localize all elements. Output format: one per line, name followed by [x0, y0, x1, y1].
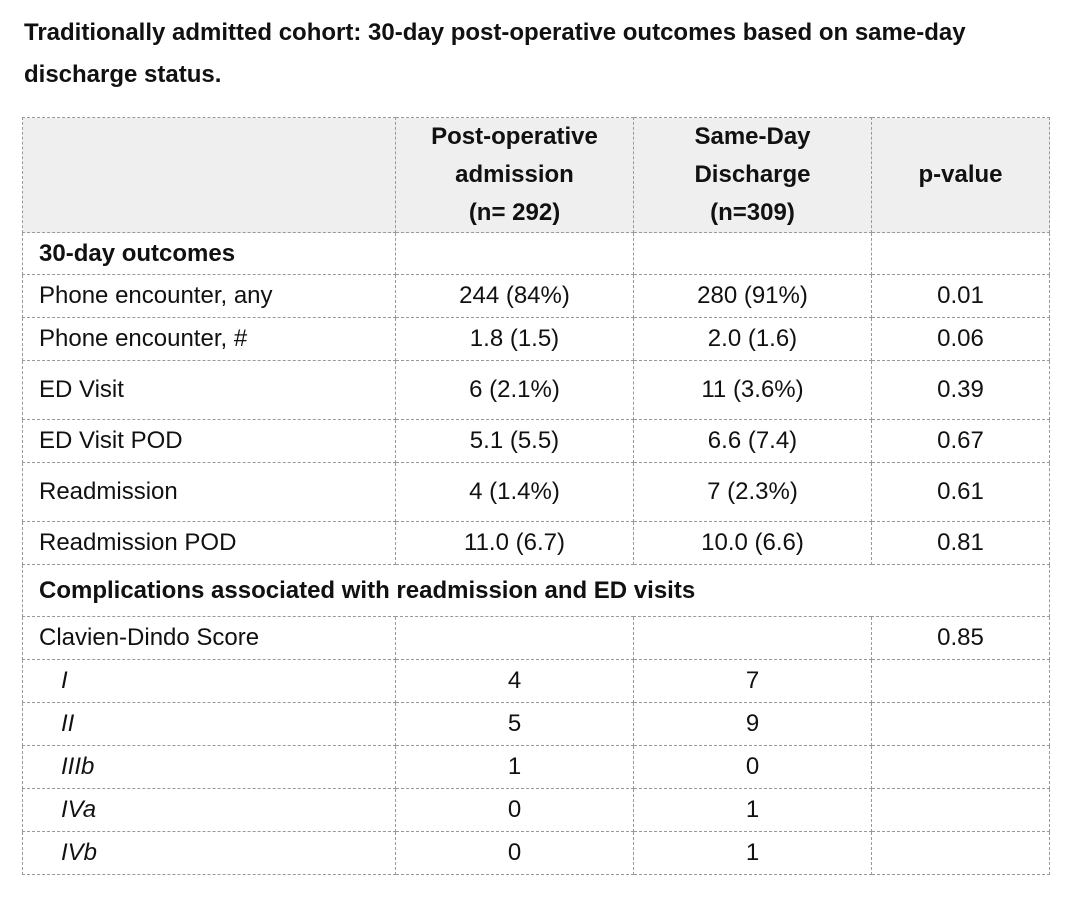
p-value [871, 702, 1050, 746]
same-day-discharge-value [633, 616, 872, 660]
same-day-discharge-value: 11 (3.6%) [633, 360, 872, 420]
p-value: 0.01 [871, 274, 1050, 318]
row-label: ED Visit [22, 360, 396, 420]
header-line: Post-operative [431, 123, 598, 150]
same-day-discharge-value: 280 (91%) [633, 274, 872, 318]
header-line: (n=309) [710, 199, 795, 226]
p-value [871, 659, 1050, 703]
row-label: I [22, 659, 396, 703]
table-row: IVb 0 1 [22, 831, 1050, 875]
same-day-discharge-value: 1 [633, 788, 872, 832]
admission-value: 5.1 (5.5) [395, 419, 634, 463]
row-label: IVb [22, 831, 396, 875]
row-label: Phone encounter, any [22, 274, 396, 318]
p-value: 0.67 [871, 419, 1050, 463]
table-title: Traditionally admitted cohort: 30-day po… [24, 19, 966, 88]
header-post-operative-admission: Post-operative admission (n= 292) [395, 117, 634, 233]
row-label: II [22, 702, 396, 746]
table-row: IIIb 1 0 [22, 745, 1050, 789]
row-label: Readmission [22, 462, 396, 522]
row-label: IIIb [22, 745, 396, 789]
header-row: Post-operative admission (n= 292) Same-D… [22, 117, 1050, 233]
row-label: Readmission POD [22, 521, 396, 565]
p-value [871, 831, 1050, 875]
table-row: Phone encounter, any 244 (84%) 280 (91%) 0.… [22, 274, 1050, 318]
admission-value: 5 [395, 702, 634, 746]
table-body: 30-day outcomes Phone encounter, any 244 (… [22, 232, 1050, 875]
admission-value: 6 (2.1%) [395, 360, 634, 420]
same-day-discharge-value: 10.0 (6.6) [633, 521, 872, 565]
admission-value: 11.0 (6.7) [395, 521, 634, 565]
same-day-discharge-value: 7 [633, 659, 872, 703]
section-row: 30-day outcomes [22, 232, 1050, 275]
admission-value [395, 616, 634, 660]
p-value [871, 788, 1050, 832]
table-row: II 5 9 [22, 702, 1050, 746]
admission-value: 244 (84%) [395, 274, 634, 318]
same-day-discharge-value: 9 [633, 702, 872, 746]
p-value: 0.39 [871, 360, 1050, 420]
header-line: (n= 292) [468, 199, 561, 226]
empty-cell [395, 232, 634, 275]
same-day-discharge-value: 0 [633, 745, 872, 789]
table-row: IVa 0 1 [22, 788, 1050, 832]
admission-value: 0 [395, 831, 634, 875]
row-label: Phone encounter, # [22, 317, 396, 361]
same-day-discharge-value: 1 [633, 831, 872, 875]
table-row: Readmission 4 (1.4%) 7 (2.3%) 0.61 [22, 462, 1050, 522]
p-value: 0.61 [871, 462, 1050, 522]
section-label: 30-day outcomes [22, 232, 396, 275]
row-label: IVa [22, 788, 396, 832]
table-row: Clavien-Dindo Score 0.85 [22, 616, 1050, 660]
admission-value: 1.8 (1.5) [395, 317, 634, 361]
p-value: 0.81 [871, 521, 1050, 565]
table-row: ED Visit 6 (2.1%) 11 (3.6%) 0.39 [22, 360, 1050, 420]
p-value: 0.06 [871, 317, 1050, 361]
row-label: ED Visit POD [22, 419, 396, 463]
row-label: Clavien-Dindo Score [22, 616, 396, 660]
table-row: Readmission POD 11.0 (6.7) 10.0 (6.6) 0.81 [22, 521, 1050, 565]
admission-value: 4 [395, 659, 634, 703]
section-label: Complications associated with readmissio… [22, 564, 1050, 617]
header-line: Same-Day [694, 123, 811, 150]
empty-cell [633, 232, 872, 275]
header-line: admission [455, 161, 574, 188]
outcomes-table: Post-operative admission (n= 292) Same-D… [22, 117, 1050, 875]
same-day-discharge-value: 7 (2.3%) [633, 462, 872, 522]
admission-value: 4 (1.4%) [395, 462, 634, 522]
table-row: ED Visit POD 5.1 (5.5) 6.6 (7.4) 0.67 [22, 419, 1050, 463]
same-day-discharge-value: 2.0 (1.6) [633, 317, 872, 361]
admission-value: 0 [395, 788, 634, 832]
header-label-cell [22, 117, 396, 233]
header-same-day-discharge: Same-Day Discharge (n=309) [633, 117, 872, 233]
empty-cell [871, 232, 1050, 275]
admission-value: 1 [395, 745, 634, 789]
same-day-discharge-value: 6.6 (7.4) [633, 419, 872, 463]
p-value [871, 745, 1050, 789]
header-line: Discharge [694, 161, 811, 188]
section-row: Complications associated with readmissio… [22, 564, 1050, 617]
header-p-value: p-value [871, 117, 1050, 233]
table-row: Phone encounter, #1.8 (1.5) 2.0 (1.6) 0.06 [22, 317, 1050, 361]
p-value: 0.85 [871, 616, 1050, 660]
